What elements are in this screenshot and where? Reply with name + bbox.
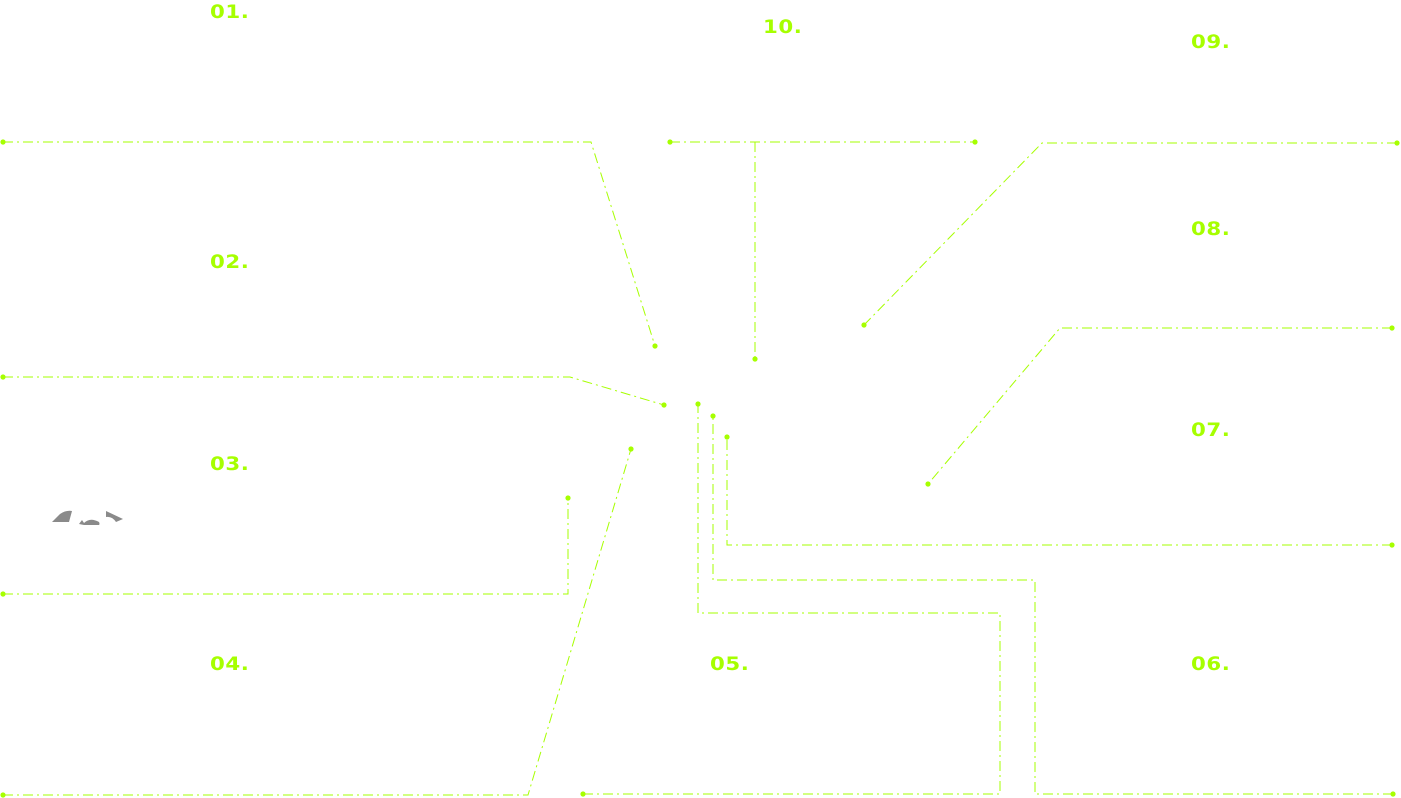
leader-endpoint-dot	[710, 413, 716, 419]
callout-number-07: 07.	[1191, 419, 1231, 441]
leader-endpoint-dot	[1390, 791, 1396, 797]
leader-endpoint-dot	[861, 322, 867, 328]
leader-endpoint-dot	[0, 139, 6, 145]
leader-endpoint-dot	[0, 591, 6, 597]
leader-endpoint-dot	[0, 792, 6, 798]
leader-endpoint-dot	[0, 374, 6, 380]
leader-endpoint-dot	[661, 402, 667, 408]
leader-endpoint-dot	[667, 139, 673, 145]
leader-line-07	[726, 437, 1392, 546]
callout-number-03: 03.	[210, 453, 250, 475]
leader-endpoint-dot	[695, 401, 701, 407]
leader-endpoint-dot	[580, 791, 586, 797]
leader-line-04	[3, 448, 632, 796]
callout-number-04: 04.	[210, 653, 250, 675]
leader-line-02	[3, 376, 665, 406]
leader-endpoint-dot	[652, 343, 658, 349]
leader-endpoint-dot	[724, 434, 730, 440]
callout-number-09: 09.	[1191, 31, 1231, 53]
leader-endpoint-dot	[628, 446, 634, 452]
leader-endpoint-dot	[972, 139, 978, 145]
leader-endpoint-dot	[1389, 542, 1395, 548]
leader-line-03	[3, 498, 569, 595]
callout-number-01: 01.	[210, 1, 250, 23]
leader-endpoint-dot	[925, 481, 931, 487]
partial-logo-icon	[52, 510, 123, 525]
leader-line-08	[927, 327, 1392, 485]
leader-endpoint-dot	[1389, 325, 1395, 331]
leader-endpoint-dot	[752, 356, 758, 362]
leader-line-01	[3, 141, 656, 347]
leader-endpoint-dot	[1394, 140, 1400, 146]
leader-endpoint-dot	[565, 495, 571, 501]
callout-number-08: 08.	[1191, 218, 1231, 240]
callout-number-05: 05.	[710, 653, 750, 675]
leader-line-06	[712, 416, 1393, 795]
leader-line-09	[863, 142, 1397, 326]
callout-number-06: 06.	[1191, 653, 1231, 675]
leader-line-05	[583, 404, 1001, 795]
callout-number-10: 10.	[763, 16, 803, 38]
callout-number-02: 02.	[210, 251, 250, 273]
